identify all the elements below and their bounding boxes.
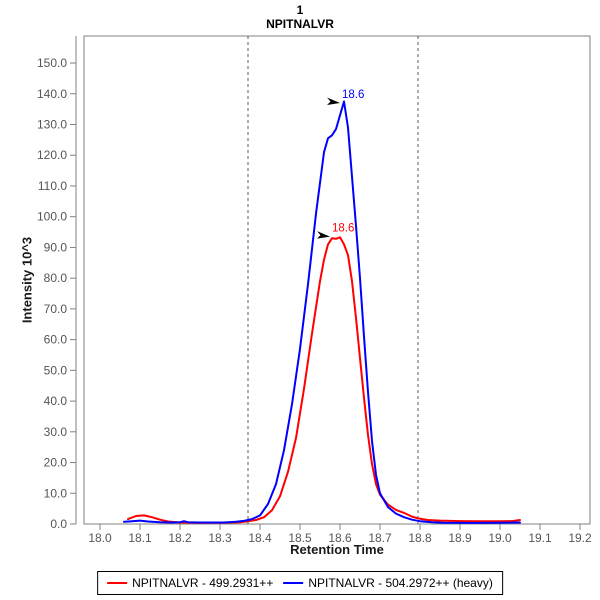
x-tick-label: 19.2: [568, 531, 592, 545]
legend-item-heavy: NPITNALVR - 504.2972++ (heavy): [283, 576, 493, 590]
chart-title: 1 NPITNALVR: [0, 3, 600, 31]
y-tick-label: 50.0: [44, 363, 68, 377]
peak-annotation-heavy[interactable]: 18.6: [327, 89, 364, 105]
y-tick-label: 10.0: [44, 486, 68, 500]
chart-title-peptide: NPITNALVR: [266, 17, 334, 31]
x-tick-label: 18.7: [368, 531, 392, 545]
y-tick-label: 80.0: [44, 271, 68, 285]
series-line-heavy: [123, 100, 521, 524]
y-tick-label: 60.0: [44, 333, 68, 347]
y-tick-label: 20.0: [44, 456, 68, 470]
annotation-arrow-icon: [327, 97, 340, 105]
y-tick-label: 120.0: [37, 148, 67, 162]
legend: NPITNALVR - 499.2931++ NPITNALVR - 504.29…: [97, 571, 503, 595]
y-tick-label: 30.0: [44, 425, 68, 439]
y-tick-label: 90.0: [44, 240, 68, 254]
x-tick-label: 18.2: [168, 531, 192, 545]
x-axis-title: Retention Time: [290, 542, 384, 557]
x-tick-label: 18.1: [128, 531, 152, 545]
y-tick-label: 100.0: [37, 210, 67, 224]
peak-annotation-light[interactable]: 18.6: [317, 223, 354, 239]
x-tick-label: 18.4: [248, 531, 272, 545]
y-tick-label: 40.0: [44, 394, 68, 408]
series-line-light: [127, 236, 521, 524]
legend-line-swatch: [107, 582, 128, 584]
annotation-label: 18.6: [332, 223, 354, 235]
x-tick-label: 18.0: [88, 531, 112, 545]
annotation-arrow-icon: [317, 231, 330, 239]
legend-label: NPITNALVR - 499.2931++: [132, 576, 274, 590]
chart-title-index: 1: [296, 3, 304, 17]
x-tick-label: 18.5: [288, 531, 312, 545]
x-tick-label: 18.9: [448, 531, 472, 545]
legend-item-light: NPITNALVR - 499.2931++: [107, 576, 273, 590]
y-axis-ticks: 0.0 10.0 20.0 30.0 40.0 50.0 60.0 70.0 80.0 90.0 1…: [37, 56, 76, 531]
legend-label: NPITNALVR - 504.2972++ (heavy): [308, 576, 493, 590]
y-axis-title: Intensity 10^3: [19, 236, 35, 324]
y-tick-label: 140.0: [37, 87, 67, 101]
plot-border: [83, 35, 591, 525]
y-tick-label: 110.0: [38, 179, 67, 193]
y-tick-label: 150.0: [37, 56, 67, 70]
x-tick-label: 19.0: [488, 531, 512, 545]
x-tick-label: 18.8: [408, 531, 432, 545]
annotation-label: 18.6: [342, 89, 364, 101]
y-tick-label: 130.0: [37, 118, 67, 132]
y-tick-label: 0.0: [50, 517, 67, 531]
x-axis-ticks: 18.0 18.1 18.2 18.3 18.4 18.5 18.6 18.7 18.8 18.9…: [88, 524, 592, 545]
legend-line-swatch: [283, 582, 304, 584]
x-tick-label: 19.1: [528, 531, 552, 545]
x-tick-label: 18.6: [328, 531, 352, 545]
y-tick-label: 70.0: [44, 302, 68, 316]
x-tick-label: 18.3: [208, 531, 232, 545]
